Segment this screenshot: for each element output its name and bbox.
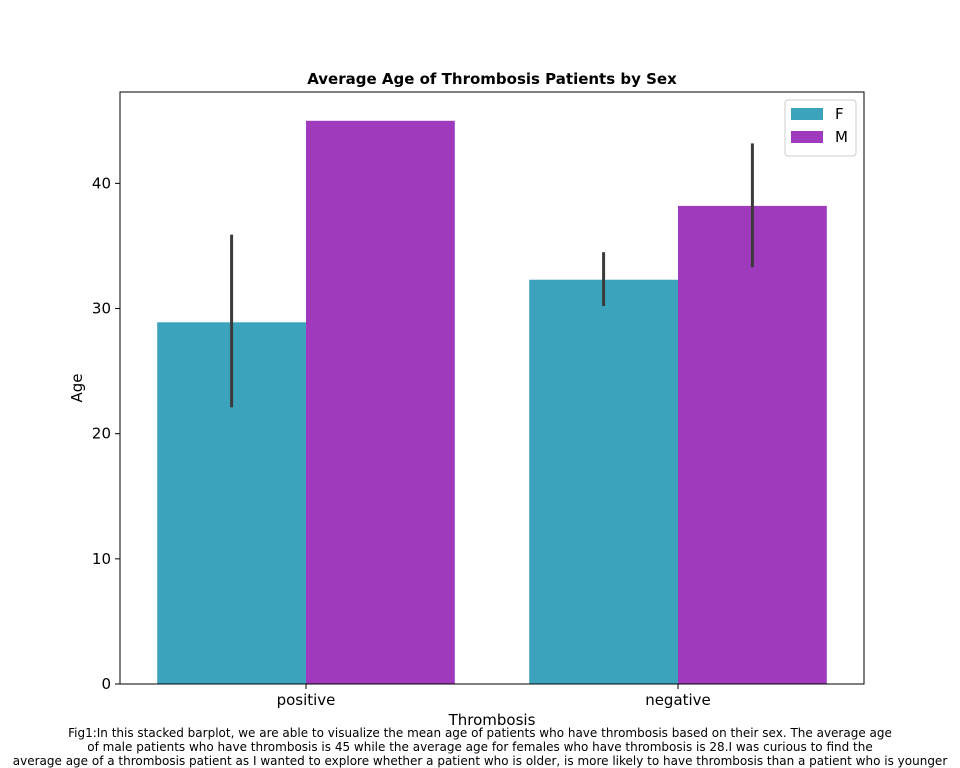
error-bars-group: [230, 143, 754, 408]
y-axis-label: Age: [68, 373, 86, 402]
bar-M-positive: [306, 120, 455, 684]
legend-swatch-F: [791, 108, 823, 120]
bar-F-negative: [529, 279, 678, 684]
x-axis-label: Thrombosis: [448, 711, 536, 729]
x-tick-label-negative: negative: [645, 691, 711, 709]
caption-line-2: of male patients who have thrombosis is …: [87, 740, 873, 754]
bar-M-negative: [678, 205, 827, 684]
y-tick-label: 0: [101, 675, 111, 693]
y-tick-label: 10: [92, 550, 111, 568]
y-tick-label: 40: [92, 174, 111, 192]
plot-frame: [119, 91, 865, 685]
legend-swatch-M: [791, 131, 823, 143]
y-tick-label: 20: [92, 425, 111, 443]
legend-label-M: M: [835, 128, 848, 146]
caption-line-1: Fig1:In this stacked barplot, we are abl…: [68, 726, 892, 740]
caption-line-3: average age of a thrombosis patient as I…: [12, 754, 948, 768]
x-tick-label-positive: positive: [277, 691, 336, 709]
figure-caption: Fig1:In this stacked barplot, we are abl…: [0, 726, 960, 768]
bars-group: [157, 120, 827, 684]
x-axis: positive negative: [277, 684, 711, 709]
legend: FM: [784, 99, 857, 157]
legend-label-F: F: [835, 105, 844, 123]
chart-title: Average Age of Thrombosis Patients by Se…: [307, 70, 677, 88]
y-tick-label: 30: [92, 300, 111, 318]
y-axis: 0 10 20 30 40: [92, 174, 120, 693]
